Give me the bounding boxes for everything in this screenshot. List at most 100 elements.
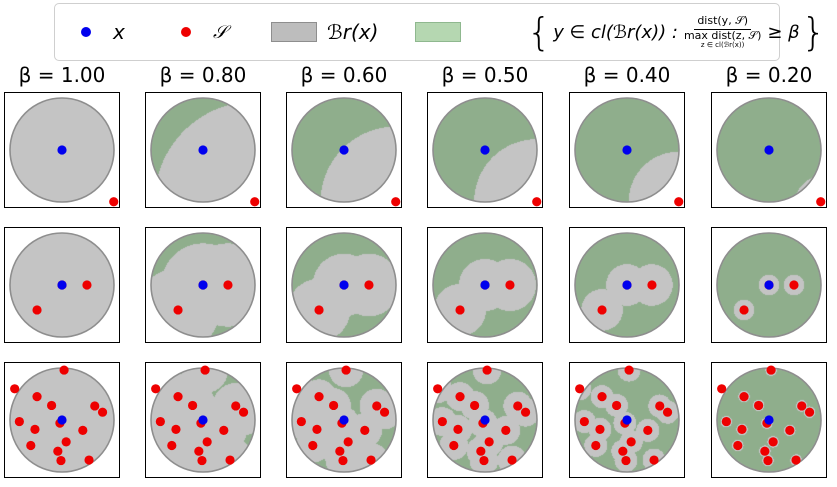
s-point xyxy=(732,440,742,450)
legend-item-region xyxy=(415,4,461,60)
s-point xyxy=(642,425,652,435)
panel-overlay xyxy=(431,231,538,338)
ball-outline xyxy=(431,231,538,338)
s-point xyxy=(673,196,683,206)
x-point xyxy=(56,414,67,425)
s-point xyxy=(222,279,233,290)
s-point xyxy=(738,304,749,315)
s-point xyxy=(531,196,541,206)
s-point xyxy=(432,383,442,393)
formula-denominator-main: max dist(z, 𝒮) xyxy=(683,29,762,43)
x-point xyxy=(621,144,632,155)
red-dot-icon xyxy=(181,27,191,37)
panel-row0-col2 xyxy=(285,91,402,208)
s-point xyxy=(343,436,353,446)
panel-row2-col1 xyxy=(144,361,261,478)
s-point xyxy=(193,446,203,456)
s-point xyxy=(29,424,40,434)
x-point xyxy=(479,414,490,425)
panel-overlay xyxy=(715,96,825,206)
x-point xyxy=(197,144,208,155)
ball-outline xyxy=(715,231,822,338)
s-point xyxy=(648,454,659,465)
panel-overlay xyxy=(8,96,118,206)
s-point xyxy=(108,196,118,206)
s-point xyxy=(804,407,814,417)
column-title-0: β = 1.00 xyxy=(18,63,106,87)
panel-row2-col2 xyxy=(285,361,402,478)
s-point xyxy=(202,436,212,446)
formula-denominator: max dist(z, 𝒮) z ∈ cl(ℬr(x)) xyxy=(684,30,761,50)
panel-row0-col5 xyxy=(710,91,827,208)
s-point xyxy=(55,455,66,465)
s-point xyxy=(475,446,485,456)
panel-overlay xyxy=(573,96,683,206)
panel-row2-col5 xyxy=(710,361,827,478)
s-point xyxy=(334,446,344,456)
s-point xyxy=(291,383,301,393)
s-point xyxy=(784,425,794,435)
panel-overlay xyxy=(573,231,680,338)
s-point xyxy=(81,279,92,290)
s-point xyxy=(224,454,235,465)
x-point xyxy=(479,144,490,155)
s-point xyxy=(626,436,636,446)
s-point xyxy=(574,383,584,393)
x-point xyxy=(338,144,349,155)
ball-outline xyxy=(573,231,680,338)
panel-row1-col5 xyxy=(710,226,827,343)
s-point xyxy=(170,424,181,434)
s-point xyxy=(506,454,517,465)
x-point xyxy=(56,144,67,155)
right-brace: } xyxy=(801,10,826,54)
panel-overlay xyxy=(8,364,115,473)
x-point xyxy=(763,414,774,425)
s-point xyxy=(230,400,240,411)
s-point xyxy=(654,400,664,411)
x-point xyxy=(56,279,67,290)
panel-row1-col2 xyxy=(285,226,402,343)
s-point xyxy=(590,440,600,450)
x-point xyxy=(763,279,774,290)
s-point xyxy=(313,304,324,315)
legend-label-x: x xyxy=(113,20,125,44)
s-point xyxy=(790,454,801,465)
s-point xyxy=(31,391,42,401)
s-point xyxy=(716,383,726,393)
x-point xyxy=(338,414,349,425)
s-point xyxy=(579,416,589,426)
s-point xyxy=(77,425,87,435)
s-point xyxy=(454,391,465,401)
s-point xyxy=(762,455,773,465)
s-point xyxy=(454,304,465,315)
s-point xyxy=(759,446,769,456)
s-point xyxy=(187,400,197,410)
s-point xyxy=(452,424,463,434)
s-point xyxy=(738,391,749,401)
panel-overlay xyxy=(715,364,822,473)
s-point xyxy=(646,279,657,290)
panel-row1-col0 xyxy=(3,226,120,343)
legend-item-s: 𝒮 xyxy=(181,4,227,60)
column-title-3: β = 0.50 xyxy=(441,63,529,87)
legend-label-ball: ℬr(x) xyxy=(327,20,379,44)
s-point xyxy=(662,407,672,417)
s-point xyxy=(796,400,806,411)
panel-row2-col0 xyxy=(3,361,120,478)
s-point xyxy=(617,446,627,456)
s-point xyxy=(379,407,389,417)
panel-row0-col1 xyxy=(144,91,261,208)
panel-overlay xyxy=(149,96,259,206)
panel-row1-col4 xyxy=(568,226,685,343)
legend-item-ball: ℬr(x) xyxy=(271,4,378,60)
ball-outline xyxy=(149,231,256,338)
ball-outline xyxy=(573,96,680,203)
s-point xyxy=(83,454,94,465)
s-point xyxy=(478,455,489,465)
s-point xyxy=(359,425,369,435)
ball-outline xyxy=(290,96,397,203)
s-point xyxy=(815,196,825,206)
s-point xyxy=(469,400,479,410)
s-point xyxy=(196,455,207,465)
s-point xyxy=(765,364,776,375)
